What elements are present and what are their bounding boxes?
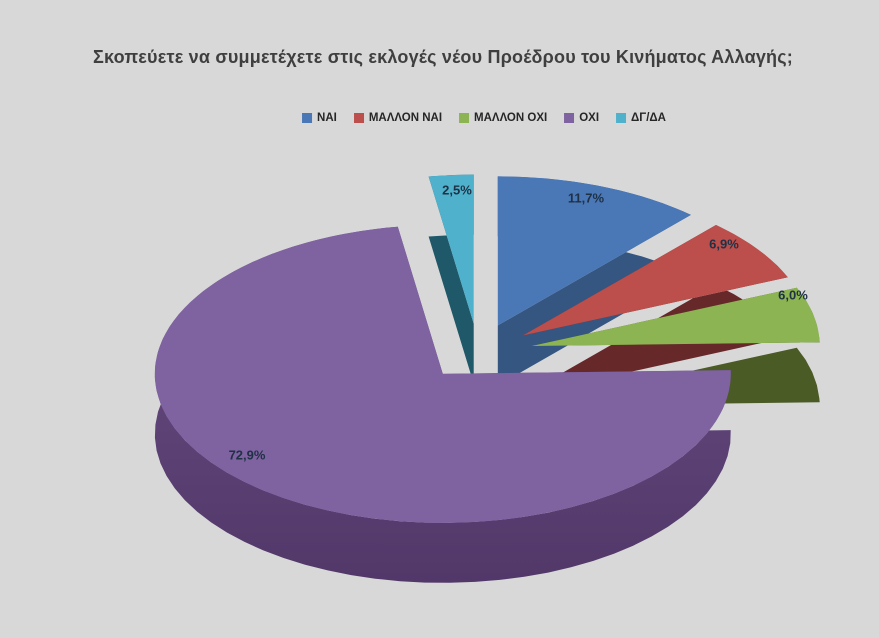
legend-swatch-oxi bbox=[564, 113, 575, 123]
legend-swatch-nai bbox=[302, 113, 313, 123]
legend-swatch-mallon-oxi bbox=[459, 113, 470, 123]
chart-legend: ΝΑΙ ΜΑΛΛΟΝ ΝΑΙ ΜΑΛΛΟΝ ΟΧΙ ΟΧΙ ΔΓ/ΔΑ bbox=[302, 112, 666, 124]
data-label-oxi: 72,9% bbox=[228, 447, 266, 463]
legend-label-dg-da: ΔΓ/ΔΑ bbox=[631, 112, 666, 124]
data-label-dg-da: 2,5% bbox=[442, 182, 472, 198]
legend-swatch-dg-da bbox=[616, 113, 627, 123]
legend-item-nai: ΝΑΙ bbox=[302, 112, 337, 124]
pie-slice-mallon-nai bbox=[522, 225, 788, 336]
legend-label-mallon-oxi: ΜΑΛΛΟΝ ΟΧΙ bbox=[474, 112, 548, 124]
pie-slice-mallon-oxi bbox=[531, 287, 820, 346]
pie-slice-dg-da bbox=[428, 174, 474, 324]
legend-label-oxi: ΟΧΙ bbox=[579, 112, 600, 124]
legend-item-oxi: ΟΧΙ bbox=[564, 112, 599, 124]
chart-title: Σκοπεύετε να συμμετέχετε στις εκλογές νέ… bbox=[92, 47, 794, 67]
legend-item-dg-da: ΔΓ/ΔΑ bbox=[616, 112, 666, 124]
pie-slice-oxi bbox=[154, 226, 731, 523]
legend-label-nai: ΝΑΙ bbox=[317, 112, 337, 124]
legend-item-mallon-nai: ΜΑΛΛΟΝ ΝΑΙ bbox=[353, 112, 443, 124]
data-label-mallon-nai: 6,9% bbox=[709, 236, 739, 252]
legend-label-mallon-nai: ΜΑΛΛΟΝ ΝΑΙ bbox=[368, 112, 443, 124]
data-label-nai: 11,7% bbox=[567, 190, 605, 206]
legend-swatch-mallon-nai bbox=[353, 113, 364, 123]
legend-item-mallon-oxi: ΜΑΛΛΟΝ ΟΧΙ bbox=[459, 112, 547, 124]
data-label-mallon-oxi: 6,0% bbox=[778, 287, 808, 303]
pie-slice-nai bbox=[497, 176, 691, 326]
